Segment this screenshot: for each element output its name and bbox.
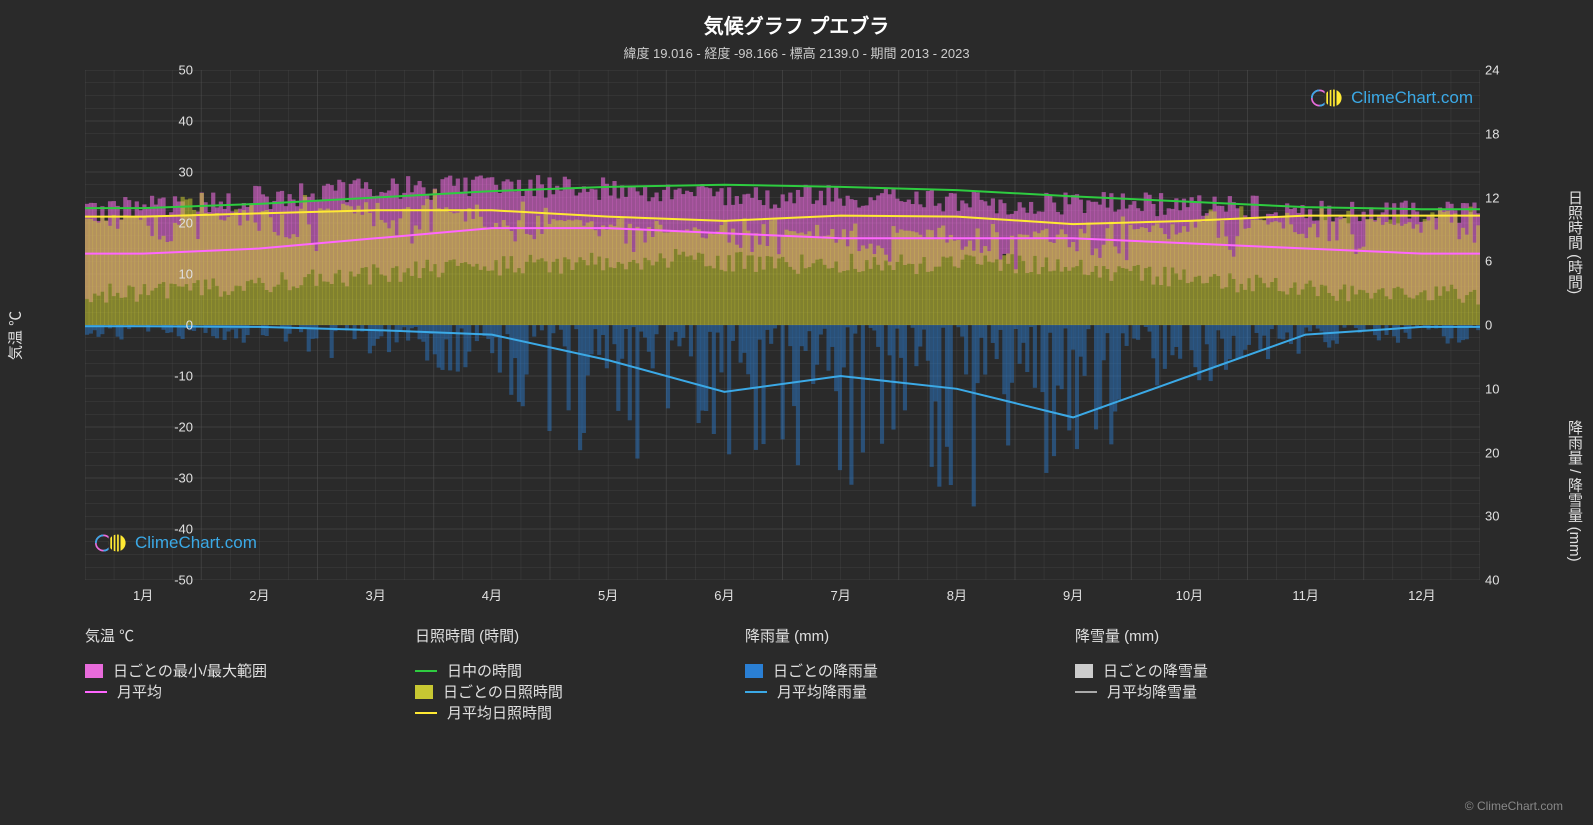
y-tick-left: -10 <box>153 369 193 384</box>
chart-title: 気候グラフ プエブラ <box>0 0 1593 39</box>
x-tick: 8月 <box>947 585 967 604</box>
y-tick-left: 50 <box>153 63 193 78</box>
legend-line-icon <box>745 691 767 693</box>
legend-header: 降雪量 (mm) <box>1075 625 1375 646</box>
legend-item: 月平均降雪量 <box>1075 681 1375 702</box>
y-tick-right: 40 <box>1485 573 1499 588</box>
legend-label: 月平均 <box>117 681 162 702</box>
legend-item: 月平均日照時間 <box>415 702 715 723</box>
y-tick-right: 24 <box>1485 63 1499 78</box>
legend-label: 月平均降雨量 <box>777 681 867 702</box>
legend-col-temperature: 気温 ℃ 日ごとの最小/最大範囲月平均 <box>85 625 385 723</box>
y-tick-left: 0 <box>153 318 193 333</box>
legend-header: 気温 ℃ <box>85 625 385 646</box>
y-tick-right: 0 <box>1485 318 1492 333</box>
x-tick: 1月 <box>133 585 153 604</box>
y-tick-left: 40 <box>153 114 193 129</box>
legend-swatch-icon <box>415 685 433 699</box>
y-tick-right: 20 <box>1485 445 1499 460</box>
x-tick: 2月 <box>249 585 269 604</box>
legend-swatch-icon <box>745 664 763 678</box>
x-tick: 5月 <box>598 585 618 604</box>
legend-line-icon <box>1075 691 1097 693</box>
y-tick-left: 20 <box>153 216 193 231</box>
x-tick: 10月 <box>1176 585 1203 604</box>
legend-line-icon <box>415 712 437 714</box>
watermark-bottom-left: ClimeChart.com <box>95 530 257 556</box>
legend-col-rainfall: 降雨量 (mm) 日ごとの降雨量月平均降雨量 <box>745 625 1045 723</box>
chart-subtitle: 緯度 19.016 - 経度 -98.166 - 標高 2139.0 - 期間 … <box>0 39 1593 62</box>
legend-swatch-icon <box>1075 664 1093 678</box>
legend-item: 月平均 <box>85 681 385 702</box>
legend-header: 降雨量 (mm) <box>745 625 1045 646</box>
legend-item: 月平均降雨量 <box>745 681 1045 702</box>
x-tick: 6月 <box>714 585 734 604</box>
legend-item: 日ごとの降雨量 <box>745 660 1045 681</box>
y-axis-right-top-label: 日照時間 (時間) <box>1564 190 1585 294</box>
y-tick-left: -50 <box>153 573 193 588</box>
plot-svg <box>85 70 1480 580</box>
legend-label: 日ごとの降雪量 <box>1103 660 1208 681</box>
x-tick: 3月 <box>366 585 386 604</box>
legend-label: 日ごとの日照時間 <box>443 681 563 702</box>
x-tick: 7月 <box>831 585 851 604</box>
legend-label: 日ごとの最小/最大範囲 <box>113 660 267 681</box>
legend-header: 日照時間 (時間) <box>415 625 715 646</box>
climechart-logo-icon <box>1311 85 1345 111</box>
legend-col-sunshine: 日照時間 (時間) 日中の時間日ごとの日照時間月平均日照時間 <box>415 625 715 723</box>
legend-line-icon <box>85 691 107 693</box>
x-tick: 9月 <box>1063 585 1083 604</box>
y-tick-left: 30 <box>153 165 193 180</box>
climechart-logo-icon <box>95 530 129 556</box>
legend-line-icon <box>415 670 437 672</box>
x-tick: 4月 <box>482 585 502 604</box>
y-tick-right: 12 <box>1485 190 1499 205</box>
y-tick-left: -20 <box>153 420 193 435</box>
x-tick: 12月 <box>1408 585 1435 604</box>
y-tick-right: 10 <box>1485 381 1499 396</box>
legend-item: 日ごとの降雪量 <box>1075 660 1375 681</box>
x-tick: 11月 <box>1292 585 1319 604</box>
watermark-text: ClimeChart.com <box>135 533 257 553</box>
watermark-text: ClimeChart.com <box>1351 88 1473 108</box>
legend-label: 月平均降雪量 <box>1107 681 1197 702</box>
legend-item: 日ごとの日照時間 <box>415 681 715 702</box>
chart-legend: 気温 ℃ 日ごとの最小/最大範囲月平均 日照時間 (時間) 日中の時間日ごとの日… <box>85 625 1480 723</box>
legend-label: 日中の時間 <box>447 660 522 681</box>
watermark-top-right: ClimeChart.com <box>1311 85 1473 111</box>
y-tick-left: 10 <box>153 267 193 282</box>
legend-label: 月平均日照時間 <box>447 702 552 723</box>
legend-item: 日ごとの最小/最大範囲 <box>85 660 385 681</box>
y-axis-right-bottom-label: 降雨量 / 降雪量 (mm) <box>1564 420 1585 562</box>
y-tick-right: 18 <box>1485 126 1499 141</box>
y-axis-left-label: 気温 ℃ <box>5 311 26 360</box>
legend-item: 日中の時間 <box>415 660 715 681</box>
y-tick-right: 6 <box>1485 254 1492 269</box>
legend-col-snowfall: 降雪量 (mm) 日ごとの降雪量月平均降雪量 <box>1075 625 1375 723</box>
y-tick-right: 30 <box>1485 509 1499 524</box>
y-tick-left: -30 <box>153 471 193 486</box>
copyright-text: © ClimeChart.com <box>1465 799 1563 813</box>
legend-label: 日ごとの降雨量 <box>773 660 878 681</box>
climate-chart: 気候グラフ プエブラ 緯度 19.016 - 経度 -98.166 - 標高 2… <box>0 0 1593 825</box>
legend-swatch-icon <box>85 664 103 678</box>
